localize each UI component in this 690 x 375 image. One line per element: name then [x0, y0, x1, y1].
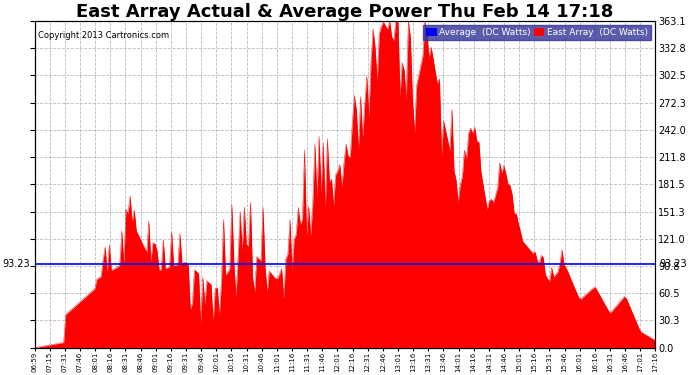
Text: 93.23: 93.23 [3, 259, 30, 269]
Text: 93.23: 93.23 [660, 259, 687, 269]
Title: East Array Actual & Average Power Thu Feb 14 17:18: East Array Actual & Average Power Thu Fe… [77, 3, 613, 21]
Text: Copyright 2013 Cartronics.com: Copyright 2013 Cartronics.com [38, 31, 169, 40]
Legend: Average  (DC Watts), East Array  (DC Watts): Average (DC Watts), East Array (DC Watts… [423, 26, 651, 40]
